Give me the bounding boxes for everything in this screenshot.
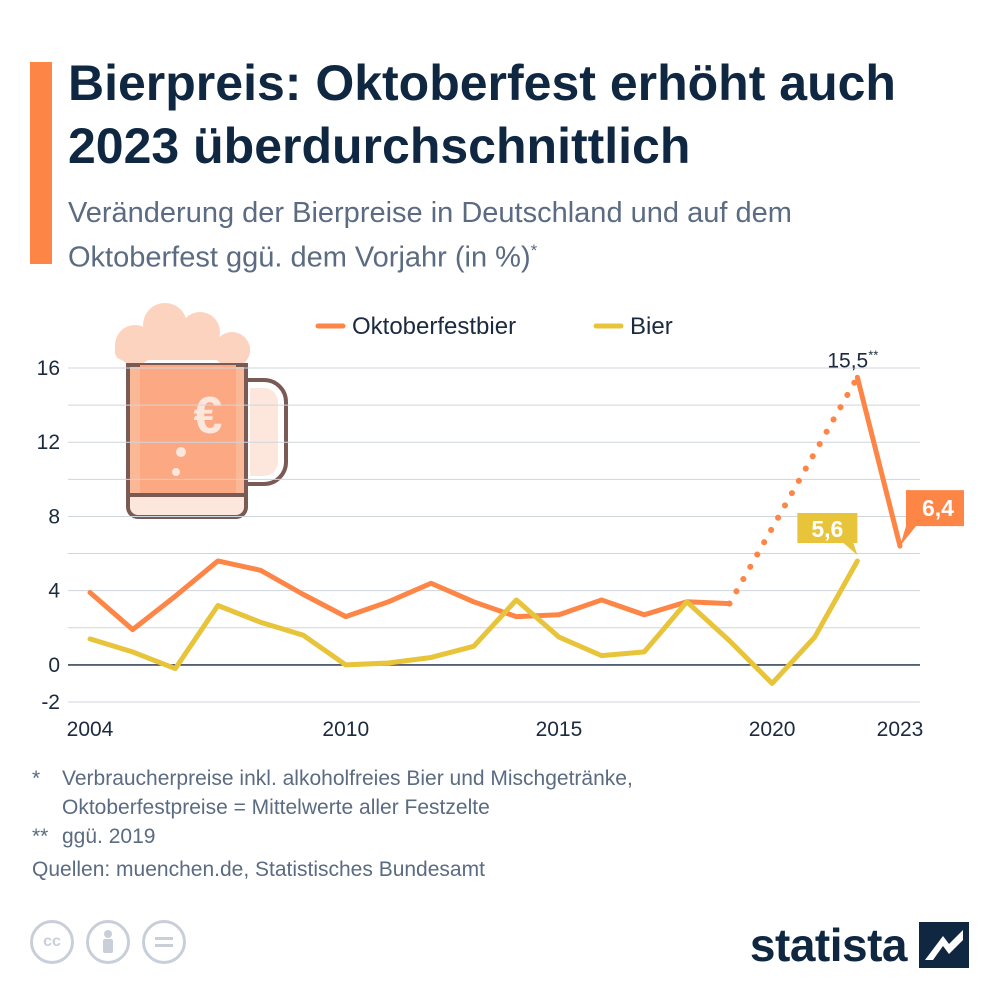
svg-text:€: € bbox=[194, 387, 223, 445]
peak-value-label: 15,5** bbox=[827, 347, 878, 372]
series-line-dotted bbox=[726, 374, 861, 607]
statista-logo-icon bbox=[919, 922, 969, 968]
footnote-double-text: ggü. 2019 bbox=[62, 825, 156, 848]
y-tick-label: 0 bbox=[48, 654, 60, 677]
footnote-double-mark: ** bbox=[32, 825, 49, 848]
footnote-star-line2: Oktoberfestpreise = Mittelwerte aller Fe… bbox=[62, 796, 490, 819]
subtitle-text: Veränderung der Bierpreise in Deutschlan… bbox=[68, 197, 792, 274]
footnote-star: * Verbraucherpreise inkl. alkoholfreies … bbox=[32, 764, 972, 793]
data-labels: 15,5** 5,6 6,4 bbox=[797, 347, 964, 555]
statista-brand[interactable]: statista bbox=[750, 918, 969, 972]
no-derivatives-icon[interactable] bbox=[142, 920, 186, 964]
y-tick-label: 8 bbox=[48, 505, 60, 528]
x-tick-label: 2015 bbox=[536, 718, 583, 741]
title-accent-bar bbox=[30, 62, 52, 264]
sources-text: Quellen: muenchen.de, Statistisches Bund… bbox=[32, 858, 485, 881]
legend-label-oktoberfest: Oktoberfestbier bbox=[352, 313, 516, 340]
y-tick-label: 16 bbox=[37, 357, 60, 380]
bier-value-label: 5,6 bbox=[811, 516, 843, 542]
license-icons: cc bbox=[30, 920, 186, 964]
line-chart: € Oktoberfestbier Bier 16 12 8 4 0 -2 2004 2010… bbox=[37, 303, 964, 741]
peak-footnote-mark: ** bbox=[868, 347, 878, 362]
chart-legend: Oktoberfestbier Bier bbox=[315, 313, 673, 340]
footnote-star-mark: * bbox=[32, 767, 41, 790]
chart-title: Bierpreis: Oktoberfest erhöht auch 2023 … bbox=[68, 55, 896, 174]
cc-icon[interactable]: cc bbox=[30, 920, 74, 964]
okt-value-label: 6,4 bbox=[922, 495, 954, 521]
x-tick-label: 2010 bbox=[322, 718, 369, 741]
series-line-solid bbox=[854, 374, 903, 549]
subtitle-footnote-mark: * bbox=[530, 241, 538, 260]
okt-label-box bbox=[900, 490, 964, 547]
bier-label-box bbox=[797, 512, 858, 555]
series-line-solid bbox=[87, 558, 732, 633]
legend-label-bier: Bier bbox=[630, 313, 673, 340]
footnote-star-line1: Verbraucherpreise inkl. alkoholfreies Bi… bbox=[62, 767, 633, 790]
x-tick-label: 2023 bbox=[877, 718, 924, 741]
y-axis: 16 12 8 4 0 -2 bbox=[37, 357, 61, 714]
series-lines bbox=[87, 374, 903, 686]
x-tick-label: 2020 bbox=[749, 718, 796, 741]
y-tick-label: 4 bbox=[48, 580, 60, 603]
brand-name: statista bbox=[749, 919, 908, 971]
x-tick-label: 2004 bbox=[67, 718, 114, 741]
footnote-double-star: ** ggü. 2019 bbox=[32, 822, 972, 851]
chart-subtitle: Veränderung der Bierpreise in Deutschlan… bbox=[68, 194, 928, 277]
y-tick-label: 12 bbox=[37, 431, 60, 454]
beer-mug-euro-icon: € bbox=[115, 303, 288, 519]
footnotes: * Verbraucherpreise inkl. alkoholfreies … bbox=[32, 764, 972, 884]
y-tick-label: -2 bbox=[41, 691, 60, 714]
attribution-icon[interactable] bbox=[86, 920, 130, 964]
x-axis: 2004 2010 2015 2020 2023 bbox=[67, 718, 924, 741]
